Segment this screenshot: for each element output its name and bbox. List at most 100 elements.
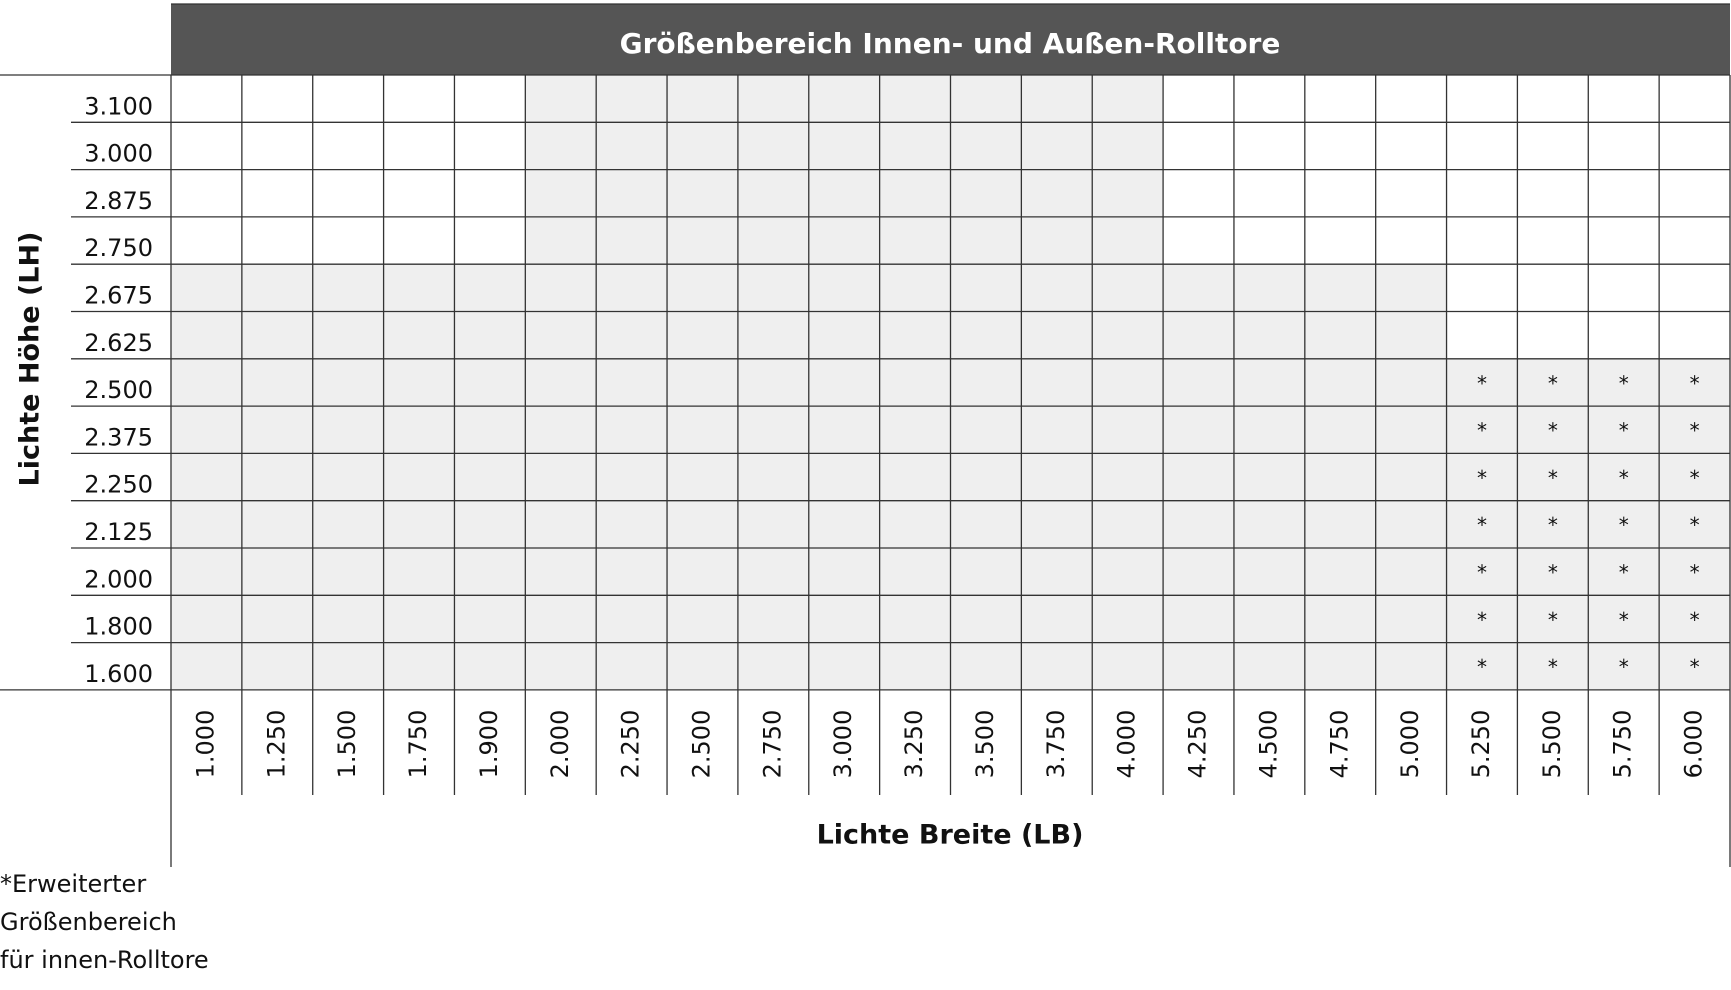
cell [1163, 311, 1234, 359]
cell [1517, 358, 1589, 407]
column-label: 2.750 [758, 710, 786, 779]
cell [1375, 122, 1447, 170]
row-label: 2.375 [84, 423, 153, 451]
cell [950, 264, 1022, 312]
cell [525, 548, 597, 596]
cell-note: * [1477, 419, 1487, 443]
cell [383, 122, 455, 170]
cell [312, 264, 384, 312]
cell [667, 642, 738, 690]
cell-note: * [1548, 561, 1558, 585]
cell [312, 406, 384, 454]
cell [1163, 358, 1234, 407]
cell [1517, 264, 1589, 312]
cell [1021, 122, 1093, 170]
cell [808, 169, 880, 217]
cell [1375, 311, 1447, 359]
cell [1517, 122, 1589, 170]
cell-note: * [1690, 561, 1700, 585]
cell [1304, 75, 1376, 123]
cell [171, 453, 242, 501]
cell-note: * [1548, 466, 1558, 490]
cell [1304, 169, 1376, 217]
cell [1588, 500, 1660, 548]
cell [383, 642, 455, 690]
cell [1233, 453, 1305, 501]
cell [950, 642, 1022, 690]
cell [1163, 122, 1234, 170]
cell [241, 453, 313, 501]
cell-note: * [1548, 371, 1558, 395]
cell [950, 358, 1022, 407]
column-label: 3.000 [829, 710, 857, 779]
cell [241, 75, 313, 123]
cell [1163, 406, 1234, 454]
cell [1659, 453, 1730, 501]
cell [1517, 75, 1589, 123]
cell [808, 548, 880, 596]
cell [1446, 264, 1518, 312]
cell [596, 548, 668, 596]
cell [312, 358, 384, 407]
cell [1588, 311, 1660, 359]
cell-note: * [1690, 419, 1700, 443]
cell [1304, 122, 1376, 170]
footnote: *Erweiterter [0, 870, 146, 898]
cell [241, 311, 313, 359]
cell [454, 216, 526, 265]
row-label: 1.600 [84, 660, 153, 688]
cell [312, 642, 384, 690]
cell [312, 311, 384, 359]
column-label: 5.000 [1396, 710, 1424, 779]
cell [1163, 642, 1234, 690]
cell [1304, 311, 1376, 359]
column-label: 3.500 [971, 710, 999, 779]
cell [525, 595, 597, 643]
row-label: 2.750 [84, 234, 153, 262]
cell [1092, 216, 1164, 265]
cell [383, 358, 455, 407]
cell [1233, 311, 1305, 359]
cell [1233, 75, 1305, 123]
cell [1092, 453, 1164, 501]
cell-note: * [1548, 513, 1558, 537]
cell [1659, 358, 1730, 407]
cell [1233, 216, 1305, 265]
x-axis-label: Lichte Breite (LB) [817, 820, 1084, 851]
cell [383, 169, 455, 217]
column-label: 1.000 [191, 710, 219, 779]
cell [1021, 358, 1093, 407]
cell [454, 311, 526, 359]
column-label: 1.900 [475, 710, 503, 779]
cell [1233, 264, 1305, 312]
cell [171, 500, 242, 548]
cell [1021, 453, 1093, 501]
cell [737, 595, 809, 643]
cell [1021, 169, 1093, 217]
cell [383, 216, 455, 265]
cell [1375, 216, 1447, 265]
cell [1163, 264, 1234, 312]
column-label: 5.250 [1467, 710, 1495, 779]
cell [737, 406, 809, 454]
cell [241, 595, 313, 643]
cell [950, 548, 1022, 596]
cell-note: * [1690, 371, 1700, 395]
cell [879, 453, 951, 501]
cell [171, 216, 242, 265]
cell [950, 169, 1022, 217]
cell [737, 216, 809, 265]
cell-note: * [1477, 608, 1487, 632]
cell [1304, 642, 1376, 690]
cell [667, 595, 738, 643]
cell [950, 122, 1022, 170]
cell-note: * [1477, 466, 1487, 490]
cell [1092, 311, 1164, 359]
cell [525, 358, 597, 407]
cell [1304, 406, 1376, 454]
cell [667, 264, 738, 312]
cell [1375, 500, 1447, 548]
footnote: für innen-Rolltore [0, 946, 209, 974]
cell [383, 595, 455, 643]
